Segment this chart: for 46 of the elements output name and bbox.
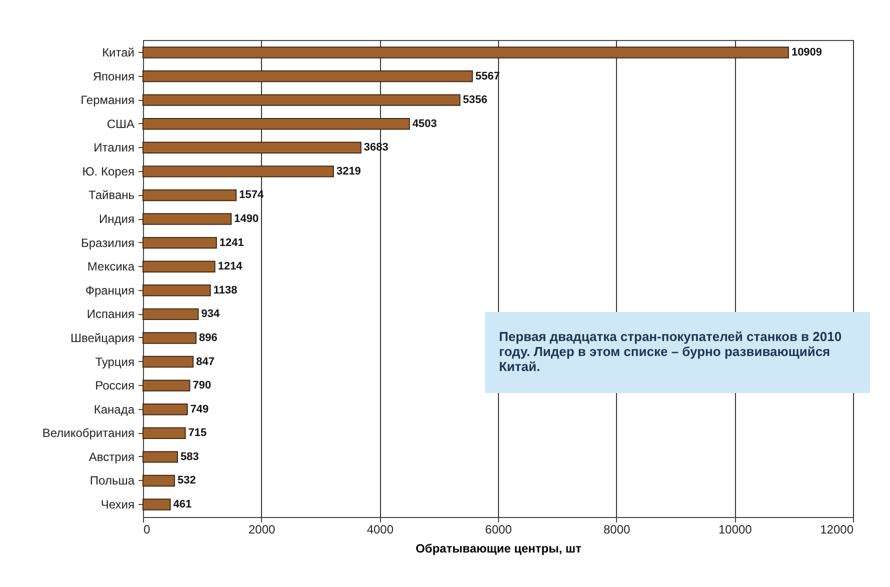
data-label: 1490 (234, 213, 259, 226)
data-label: 749 (190, 403, 209, 416)
data-label: 5356 (462, 94, 488, 106)
y-tick-label: Бразилия (81, 236, 134, 250)
y-tick-label: Ю. Корея (82, 164, 134, 178)
data-label: 934 (201, 308, 220, 320)
x-tick-label: 4000 (366, 522, 394, 536)
x-tick-label: 6000 (485, 522, 512, 536)
y-tick-label: Россия (95, 378, 134, 393)
y-tick-label: Италия (94, 140, 134, 155)
data-label: 847 (196, 356, 214, 368)
y-tick-label: Польша (90, 474, 135, 488)
data-label: 1214 (218, 260, 244, 273)
x-tick-label: 8000 (603, 522, 631, 536)
x-tick-label: 2000 (248, 522, 276, 536)
data-label: 3219 (336, 165, 361, 178)
x-tick-label: 12000 (820, 522, 854, 536)
data-label: 1241 (219, 236, 244, 249)
callout-box: Первая двадцатка стран-покупателей станков в 2010 году. Лидер в этом списке – бурно развивающийся Китай. (485, 312, 870, 393)
data-label: 715 (188, 427, 207, 440)
x-tick-label: 10000 (718, 522, 752, 536)
data-label: 896 (199, 332, 218, 344)
y-tick-label: Австрия (88, 450, 134, 464)
y-tick-label: Чехия (100, 498, 134, 512)
y-tick-label: Китай (102, 45, 134, 60)
y-tick-label: Мексика (87, 260, 135, 274)
y-tick-label: Индия (99, 212, 134, 226)
data-label: 532 (177, 474, 196, 487)
y-tick-label: Япония (92, 69, 134, 84)
y-tick-label: Испания (86, 307, 134, 322)
data-label: 583 (180, 450, 199, 463)
y-tick-label: Канада (94, 402, 135, 416)
y-tick-label: Великобритания (42, 426, 134, 440)
y-tick-label: Швейцария (70, 330, 134, 345)
x-axis-title: Обратывающие центры, шт (416, 542, 582, 556)
y-tick-label: США (106, 116, 134, 131)
data-label: 10909 (791, 46, 822, 58)
data-label: 790 (192, 380, 212, 392)
y-tick-label: Турция (95, 354, 134, 369)
y-tick-label: Франция (85, 283, 134, 298)
data-label: 1138 (213, 284, 238, 296)
data-label: 4503 (412, 118, 437, 130)
x-tick-label: 0 (144, 522, 150, 536)
data-label: 461 (173, 498, 192, 511)
y-tick-label: Германия (80, 93, 134, 108)
y-tick-label: Тайвань (88, 188, 134, 202)
